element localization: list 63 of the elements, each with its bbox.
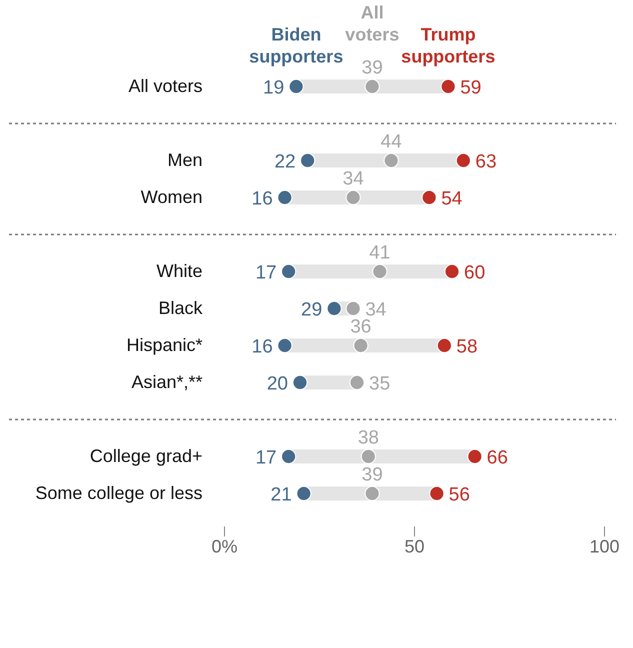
data-label: 63 bbox=[475, 152, 497, 172]
point bbox=[277, 338, 292, 354]
point bbox=[346, 190, 361, 206]
point bbox=[372, 264, 388, 280]
y-tick-label: Women bbox=[140, 187, 202, 207]
y-tick-label: Black bbox=[158, 298, 204, 318]
point bbox=[436, 338, 452, 354]
data-label: 16 bbox=[252, 336, 273, 358]
y-tick-label: Asian*,** bbox=[131, 372, 202, 392]
series-label: Trump supporters bbox=[401, 24, 496, 66]
data-label: 16 bbox=[252, 188, 273, 210]
data-label: 34 bbox=[342, 168, 364, 190]
point bbox=[281, 448, 296, 464]
point bbox=[444, 264, 460, 280]
point bbox=[422, 190, 437, 206]
point bbox=[346, 300, 361, 316]
text: All voters bbox=[345, 2, 400, 44]
data-label: 17 bbox=[255, 448, 277, 468]
x-tick-label: 100 bbox=[589, 536, 620, 556]
data-label: 17 bbox=[255, 262, 277, 284]
x-tick-label: 0% bbox=[211, 536, 238, 556]
data-label: 35 bbox=[369, 374, 390, 394]
data-label: 39 bbox=[362, 58, 383, 78]
point bbox=[277, 190, 292, 206]
point bbox=[467, 448, 482, 464]
data-label: 59 bbox=[460, 78, 482, 98]
y-tick-label: White bbox=[156, 261, 202, 281]
y-tick-label: Men bbox=[167, 150, 202, 170]
data-label: 39 bbox=[362, 464, 383, 486]
point bbox=[326, 300, 342, 316]
data-label: 21 bbox=[270, 484, 292, 506]
point bbox=[429, 486, 444, 502]
y-tick-label: Some college or less bbox=[35, 483, 202, 503]
data-label: 41 bbox=[369, 242, 390, 264]
data-label: 22 bbox=[274, 152, 296, 172]
point bbox=[281, 264, 296, 280]
data-label: 56 bbox=[448, 484, 470, 506]
point bbox=[292, 374, 308, 390]
y-tick-label: All voters bbox=[128, 76, 202, 96]
point bbox=[300, 152, 316, 168]
x-tick-label: 50 bbox=[404, 536, 425, 556]
y-tick-label: Hispanic* bbox=[126, 335, 202, 355]
data-label: 29 bbox=[301, 300, 322, 320]
data-label: 66 bbox=[486, 448, 508, 468]
data-label: 58 bbox=[456, 336, 478, 358]
point bbox=[456, 152, 471, 168]
point bbox=[288, 78, 304, 94]
series-label: Biden supporters bbox=[249, 24, 344, 66]
data-label: 19 bbox=[263, 78, 284, 98]
data-label: 38 bbox=[358, 428, 379, 448]
data-label: 20 bbox=[266, 374, 288, 394]
point bbox=[364, 78, 380, 94]
data-label: 60 bbox=[464, 262, 486, 284]
point bbox=[364, 486, 380, 502]
point bbox=[384, 152, 399, 168]
point bbox=[360, 448, 376, 464]
data-label: 54 bbox=[441, 188, 463, 210]
data-label: 44 bbox=[380, 132, 402, 152]
y-tick-label: College grad+ bbox=[90, 446, 202, 466]
point bbox=[296, 486, 312, 502]
point bbox=[353, 338, 368, 354]
point bbox=[349, 374, 365, 390]
point bbox=[440, 78, 456, 94]
